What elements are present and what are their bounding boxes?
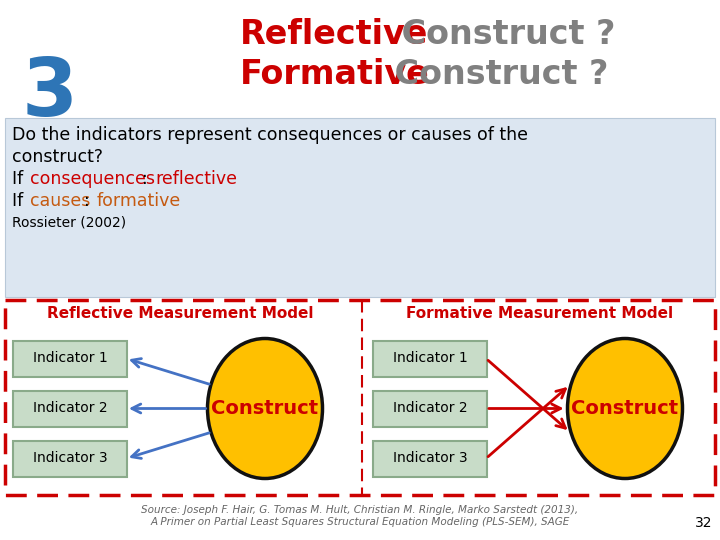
FancyBboxPatch shape xyxy=(373,390,487,427)
Text: Source: Joseph F. Hair, G. Tomas M. Hult, Christian M. Ringle, Marko Sarstedt (2: Source: Joseph F. Hair, G. Tomas M. Hult… xyxy=(141,505,579,526)
FancyBboxPatch shape xyxy=(373,341,487,376)
Text: 32: 32 xyxy=(695,516,712,530)
Text: Indicator 2: Indicator 2 xyxy=(32,402,107,415)
Ellipse shape xyxy=(567,339,683,478)
Text: Formative: Formative xyxy=(240,58,430,91)
FancyBboxPatch shape xyxy=(5,118,715,297)
Text: Do the indicators represent consequences or causes of the: Do the indicators represent consequences… xyxy=(12,126,528,144)
Text: Indicator 2: Indicator 2 xyxy=(392,402,467,415)
Text: If: If xyxy=(12,192,29,210)
FancyBboxPatch shape xyxy=(373,441,487,476)
FancyBboxPatch shape xyxy=(13,441,127,476)
Text: Reflective Measurement Model: Reflective Measurement Model xyxy=(47,306,313,321)
FancyBboxPatch shape xyxy=(5,300,715,495)
Text: Construct ?: Construct ? xyxy=(383,58,608,91)
Ellipse shape xyxy=(207,339,323,478)
Text: formative: formative xyxy=(97,192,181,210)
Text: causes: causes xyxy=(30,192,91,210)
Text: Reflective: Reflective xyxy=(240,18,428,51)
Text: Construct ?: Construct ? xyxy=(390,18,616,51)
Text: reflective: reflective xyxy=(155,170,237,188)
FancyBboxPatch shape xyxy=(13,390,127,427)
Text: construct?: construct? xyxy=(12,148,103,166)
Text: :: : xyxy=(84,192,95,210)
Text: If: If xyxy=(12,170,29,188)
Text: Indicator 3: Indicator 3 xyxy=(32,451,107,465)
Text: Construct: Construct xyxy=(572,399,678,418)
Text: :: : xyxy=(142,170,153,188)
Text: Rossieter (2002): Rossieter (2002) xyxy=(12,216,126,230)
Text: 3: 3 xyxy=(22,55,78,133)
Text: Indicator 1: Indicator 1 xyxy=(392,352,467,366)
Text: Construct: Construct xyxy=(212,399,318,418)
Text: Formative Measurement Model: Formative Measurement Model xyxy=(406,306,674,321)
Text: Indicator 1: Indicator 1 xyxy=(32,352,107,366)
Text: Indicator 3: Indicator 3 xyxy=(392,451,467,465)
FancyBboxPatch shape xyxy=(13,341,127,376)
Text: consequences: consequences xyxy=(30,170,155,188)
